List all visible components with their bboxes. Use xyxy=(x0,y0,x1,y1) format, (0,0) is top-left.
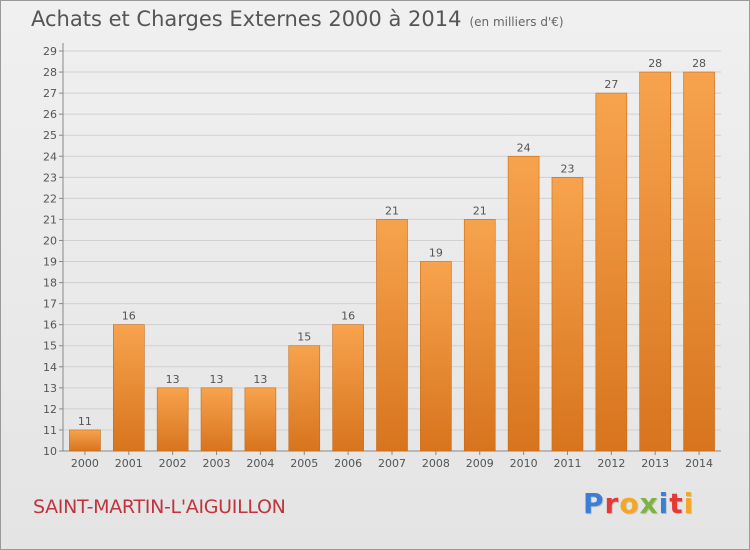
y-tick-label: 29 xyxy=(43,45,57,58)
y-tick-label: 24 xyxy=(43,150,57,163)
x-tick-label: 2002 xyxy=(159,457,187,470)
data-label: 21 xyxy=(385,204,399,217)
data-label: 13 xyxy=(210,373,224,386)
y-tick-label: 17 xyxy=(43,298,57,311)
bar xyxy=(69,429,101,452)
bar xyxy=(200,387,233,452)
bar xyxy=(639,71,672,452)
x-tick-label: 2009 xyxy=(466,457,494,470)
data-label: 23 xyxy=(560,162,574,175)
bar xyxy=(113,324,145,452)
bar xyxy=(507,155,540,452)
y-tick-label: 22 xyxy=(43,192,57,205)
x-tick-label: 2011 xyxy=(553,457,581,470)
x-tick-label: 2010 xyxy=(510,457,538,470)
x-tick-label: 2000 xyxy=(71,457,99,470)
data-label: 28 xyxy=(692,57,706,70)
data-label: 13 xyxy=(253,373,267,386)
bars xyxy=(69,71,715,452)
bar xyxy=(420,261,452,452)
y-tick-label: 23 xyxy=(43,171,57,184)
data-label: 16 xyxy=(122,310,136,323)
y-tick-label: 26 xyxy=(43,108,57,121)
bar xyxy=(156,387,189,452)
x-tick-label: 2012 xyxy=(597,457,625,470)
data-label: 13 xyxy=(166,373,180,386)
bar xyxy=(244,387,277,452)
bar xyxy=(683,71,715,452)
bar xyxy=(288,345,321,452)
y-tick-label: 21 xyxy=(43,213,57,226)
y-tick-label: 19 xyxy=(43,256,57,269)
logo-letter: i xyxy=(683,487,695,520)
logo-letter: r xyxy=(604,487,620,520)
bar xyxy=(332,324,364,452)
data-label: 11 xyxy=(78,415,92,428)
x-tick-label: 2005 xyxy=(290,457,318,470)
proxiti-logo[interactable]: Proxiti xyxy=(583,487,694,520)
logo-letter: P xyxy=(583,487,605,520)
y-tick-label: 12 xyxy=(43,403,57,416)
y-tick-label: 18 xyxy=(43,277,57,290)
y-tick-label: 25 xyxy=(43,129,57,142)
data-label: 21 xyxy=(473,204,487,217)
x-tick-label: 2004 xyxy=(246,457,274,470)
logo-letter: i xyxy=(658,487,670,520)
data-label: 28 xyxy=(648,57,662,70)
y-tick-label: 14 xyxy=(43,361,57,374)
data-label: 24 xyxy=(517,141,531,154)
x-tick-label: 2014 xyxy=(685,457,713,470)
title-text: Achats et Charges Externes 2000 à 2014 xyxy=(31,7,462,31)
y-tick-label: 16 xyxy=(43,319,57,332)
x-tick-label: 2003 xyxy=(203,457,231,470)
x-tick-label: 2008 xyxy=(422,457,450,470)
data-label: 16 xyxy=(341,310,355,323)
units-label: (en milliers d'€) xyxy=(469,15,564,29)
labels: 11 16 13 13 13 15 16 21 19 21 24 23 27 28 28 xyxy=(78,57,706,428)
bar xyxy=(551,177,584,452)
x-tick-label: 2006 xyxy=(334,457,362,470)
chart-title: Achats et Charges Externes 2000 à 2014 (e… xyxy=(31,7,564,31)
commune-name: SAINT-MARTIN-L'AIGUILLON xyxy=(33,496,286,518)
x-tick-label: 2007 xyxy=(378,457,406,470)
bar xyxy=(595,92,628,452)
data-label: 27 xyxy=(604,78,618,91)
y-tick-label: 20 xyxy=(43,234,57,247)
y-tick-label: 27 xyxy=(43,87,57,100)
bar xyxy=(463,219,496,452)
logo-letter: t xyxy=(669,487,684,520)
data-label: 15 xyxy=(297,331,311,344)
y-tick-label: 11 xyxy=(43,424,57,437)
logo-letter: x xyxy=(639,487,659,520)
y-tick-label: 10 xyxy=(43,445,57,458)
y-tick-label: 15 xyxy=(43,340,57,353)
y-tick-label: 28 xyxy=(43,66,57,79)
logo-letter: o xyxy=(619,487,640,520)
data-label: 19 xyxy=(429,247,443,260)
bar xyxy=(376,219,408,452)
x-tick-label: 2013 xyxy=(641,457,669,470)
x-tick-label: 2001 xyxy=(115,457,143,470)
y-tick-label: 13 xyxy=(43,382,57,395)
